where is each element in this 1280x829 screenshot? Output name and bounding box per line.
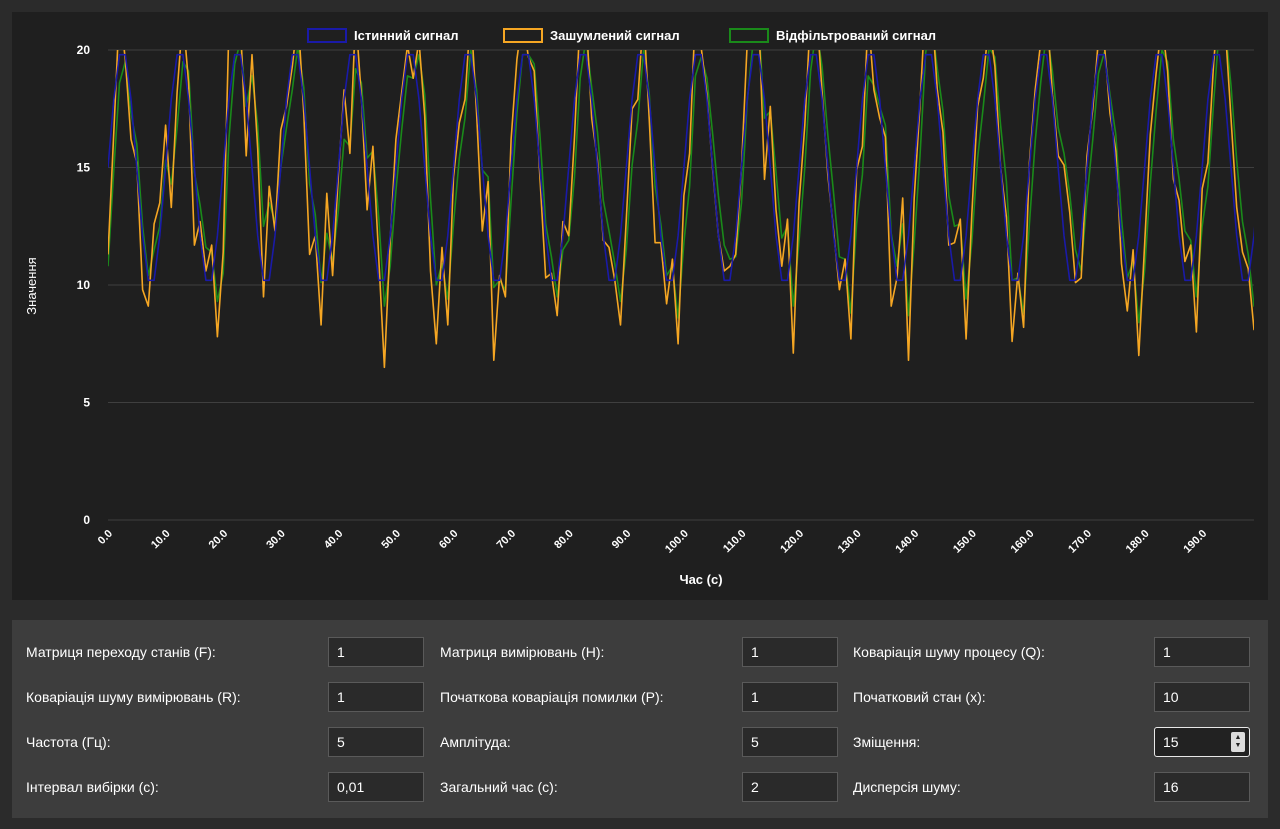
y-axis-title: Значення xyxy=(24,257,39,314)
control-input[interactable]: 0,01 xyxy=(328,772,424,802)
x-tick-label: 190.0 xyxy=(1181,528,1209,556)
y-tick-label: 0 xyxy=(83,513,90,527)
x-tick-label: 20.0 xyxy=(207,528,231,552)
x-tick-label: 110.0 xyxy=(721,528,749,556)
control-input[interactable]: 16 xyxy=(1154,772,1250,802)
control-value: 16 xyxy=(1163,779,1179,795)
series-line-1 xyxy=(108,50,1254,369)
y-tick-label: 5 xyxy=(83,396,90,410)
x-tick-label: 170.0 xyxy=(1066,528,1094,556)
y-tick-label: 20 xyxy=(77,43,91,57)
plot-area xyxy=(108,50,1254,369)
control-input[interactable]: 15 ▲ ▼ xyxy=(1154,727,1250,757)
x-tick-label: 50.0 xyxy=(379,528,403,552)
controls-panel: Матриця переходу станів (F): 1 Матриця вим… xyxy=(12,620,1268,818)
control-value: 1 xyxy=(751,644,759,660)
control-label: Частота (Гц): xyxy=(26,734,111,750)
control-value: 2 xyxy=(751,779,759,795)
control-label: Початковий стан (x): xyxy=(853,689,986,705)
x-tick-label: 180.0 xyxy=(1124,528,1152,556)
control-value: 5 xyxy=(337,734,345,750)
x-tick-label: 60.0 xyxy=(437,528,461,552)
control-input[interactable]: 1 xyxy=(1154,637,1250,667)
control-label: Зміщення: xyxy=(853,734,921,750)
control-input[interactable]: 2 xyxy=(742,772,838,802)
x-axis-title: Час (с) xyxy=(679,572,722,587)
control-value: 1 xyxy=(337,644,345,660)
control-value: 10 xyxy=(1163,689,1179,705)
x-tick-label: 40.0 xyxy=(322,528,346,552)
control-value: 15 xyxy=(1163,734,1179,750)
spin-down-icon[interactable]: ▼ xyxy=(1234,742,1242,749)
control-value: 1 xyxy=(337,689,345,705)
x-tick-label: 0.0 xyxy=(96,528,115,547)
series-line-0 xyxy=(108,53,1254,282)
control-label: Матриця переходу станів (F): xyxy=(26,644,216,660)
spinner-arrows-icon[interactable]: ▲ ▼ xyxy=(1231,732,1245,752)
legend-label[interactable]: Істинний сигнал xyxy=(354,28,458,43)
x-tick-label: 90.0 xyxy=(610,528,634,552)
x-tick-label: 120.0 xyxy=(778,528,806,556)
control-label: Матриця вимірювань (H): xyxy=(440,644,605,660)
line-chart: 0 5 10 15 20 0.0 10.0 20.0 30.0 40.0 50.0 60.0 70.0 8… xyxy=(24,28,1254,587)
control-value: 1 xyxy=(1163,644,1171,660)
control-label: Загальний час (с): xyxy=(440,779,558,795)
x-tick-label: 10.0 xyxy=(149,528,173,552)
control-value: 5 xyxy=(751,734,759,750)
control-label: Амплітуда: xyxy=(440,734,511,750)
control-input[interactable]: 5 xyxy=(742,727,838,757)
series-line-2 xyxy=(108,50,1254,324)
legend-label[interactable]: Відфільтрований сигнал xyxy=(776,28,936,43)
x-tick-label: 150.0 xyxy=(951,528,979,556)
control-label: Дисперсія шуму: xyxy=(853,779,961,795)
legend-swatch[interactable] xyxy=(729,28,769,43)
control-input[interactable]: 1 xyxy=(328,637,424,667)
x-tick-label: 100.0 xyxy=(663,528,691,556)
x-tick-label: 80.0 xyxy=(552,528,576,552)
legend-swatch[interactable] xyxy=(503,28,543,43)
y-tick-label: 10 xyxy=(77,278,91,292)
control-input[interactable]: 1 xyxy=(328,682,424,712)
control-input[interactable]: 1 xyxy=(742,682,838,712)
control-value: 0,01 xyxy=(337,779,365,795)
control-label: Коваріація шуму вимірювань (R): xyxy=(26,689,241,705)
x-tick-label: 140.0 xyxy=(893,528,921,556)
control-input[interactable]: 5 xyxy=(328,727,424,757)
y-tick-label: 15 xyxy=(77,161,91,175)
x-tick-label: 70.0 xyxy=(495,528,519,552)
control-input[interactable]: 1 xyxy=(742,637,838,667)
chart-panel: 0 5 10 15 20 0.0 10.0 20.0 30.0 40.0 50.0 60.0 70.0 8… xyxy=(12,12,1268,600)
x-tick-label: 30.0 xyxy=(264,528,288,552)
control-label: Інтервал вибірки (с): xyxy=(26,779,159,795)
control-label: Початкова коваріація помилки (P): xyxy=(440,689,664,705)
spin-up-icon[interactable]: ▲ xyxy=(1234,734,1242,741)
control-input[interactable]: 10 xyxy=(1154,682,1250,712)
control-value: 1 xyxy=(751,689,759,705)
control-label: Коваріація шуму процесу (Q): xyxy=(853,644,1045,660)
x-tick-label: 130.0 xyxy=(836,528,864,556)
x-tick-label: 160.0 xyxy=(1009,528,1037,556)
legend-label[interactable]: Зашумлений сигнал xyxy=(550,28,680,43)
legend-swatch[interactable] xyxy=(307,28,347,43)
